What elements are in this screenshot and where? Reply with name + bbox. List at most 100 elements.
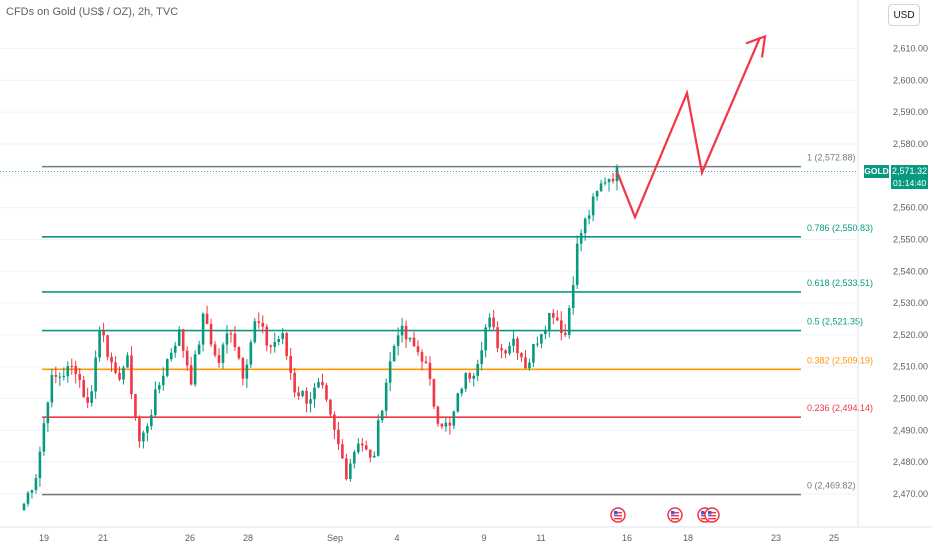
candle-body	[114, 362, 117, 373]
candle-body	[82, 380, 85, 398]
candle-body	[384, 382, 388, 411]
candle-body	[158, 385, 161, 390]
candle-body	[400, 325, 404, 336]
candle-body	[516, 338, 519, 354]
candle-body	[309, 399, 312, 404]
time-tick-label: 21	[98, 533, 108, 543]
candle-body	[440, 423, 444, 427]
candle-body	[313, 387, 316, 400]
candle-body	[217, 355, 221, 364]
time-tick-label: 19	[39, 533, 49, 543]
candle-body	[154, 389, 157, 416]
candle-body	[376, 420, 380, 456]
candle-body	[221, 344, 225, 364]
candle-body	[380, 410, 384, 421]
fibonacci-retracement[interactable]: 1 (2,572.88) 0.786 (2,550.83) 0.618 (2,533…	[0, 153, 873, 496]
candle-body	[432, 378, 436, 407]
candle-body	[488, 317, 491, 328]
time-tick-label: Sep	[327, 533, 343, 543]
candle-body	[452, 411, 456, 426]
event-markers[interactable]	[610, 507, 720, 523]
price-tick-label: 2,500.00	[893, 394, 928, 404]
candle-body	[567, 308, 571, 335]
candle-body	[416, 346, 420, 353]
bar-countdown: 01:14:40	[891, 178, 928, 189]
candle-body	[62, 375, 66, 377]
candle-body	[150, 415, 153, 427]
price-tick-label: 2,520.00	[893, 330, 928, 340]
candle-body	[193, 354, 197, 385]
price-tick-label: 2,480.00	[893, 457, 928, 467]
candle-body	[233, 333, 237, 348]
candle-body	[321, 382, 324, 386]
candle-body	[500, 348, 503, 351]
candle-body	[241, 358, 245, 379]
time-tick-label: 4	[394, 533, 399, 543]
us-flag-icon[interactable]	[704, 507, 720, 523]
candle-body	[301, 390, 304, 397]
candle-body	[126, 355, 129, 368]
candle-body	[50, 375, 54, 403]
flag-stripe	[671, 512, 679, 514]
candle-body	[54, 375, 58, 377]
projection-arrow[interactable]	[615, 34, 767, 221]
candle-body	[70, 366, 74, 368]
price-tick-label: 2,560.00	[893, 203, 928, 213]
candle-body	[468, 373, 472, 379]
candle-body	[142, 432, 145, 442]
candle-body	[22, 503, 26, 511]
candle-body	[392, 346, 396, 362]
candle-body	[595, 191, 599, 197]
candle-body	[520, 353, 523, 358]
candle-body	[46, 402, 50, 424]
fib-level-label: 0.786 (2,550.83)	[807, 223, 873, 233]
candle-body	[448, 422, 452, 426]
candle-body	[325, 385, 328, 400]
candle-body	[575, 243, 579, 286]
candle-body	[460, 388, 464, 394]
flag-canton	[701, 511, 705, 515]
candle-body	[349, 463, 352, 480]
candle-body	[173, 345, 177, 353]
projection-path[interactable]	[615, 36, 762, 221]
us-flag-icon[interactable]	[610, 507, 626, 523]
candle-body	[177, 329, 181, 346]
candle-body	[197, 344, 201, 355]
candle-body	[472, 375, 476, 379]
candle-body	[58, 376, 62, 378]
candle-body	[146, 426, 149, 433]
candle-body	[587, 215, 591, 219]
candle-body	[161, 375, 165, 386]
us-flag-icon[interactable]	[667, 507, 683, 523]
currency-button[interactable]: USD	[888, 4, 920, 26]
candlestick-series	[22, 164, 619, 511]
candle-body	[607, 178, 611, 183]
candle-body	[360, 443, 364, 446]
candle-body	[277, 338, 281, 342]
candle-body	[138, 416, 141, 442]
candle-body	[102, 331, 105, 336]
candle-body	[317, 382, 320, 388]
price-tick-label: 2,590.00	[893, 107, 928, 117]
candle-body	[504, 350, 507, 354]
last-price-value: 2,571.32	[891, 165, 928, 178]
flag-canton	[614, 511, 618, 515]
candle-body	[364, 445, 368, 450]
candle-body	[134, 394, 137, 417]
candle-body	[269, 345, 273, 347]
time-axis[interactable]: 19 21 26 28 Sep 4 9 11 16 18 23 25	[0, 526, 932, 543]
candle-body	[476, 364, 480, 376]
candle-body	[165, 359, 169, 376]
price-axis[interactable]: 2,610.002,600.002,590.002,580.002,570.00…	[857, 0, 928, 526]
candle-body	[74, 366, 78, 375]
candle-body	[297, 392, 300, 397]
candle-body	[544, 329, 547, 335]
candle-body	[357, 443, 360, 453]
fib-level-label: 1 (2,572.88)	[807, 153, 856, 163]
candle-body	[110, 356, 113, 363]
time-tick-label: 11	[536, 533, 545, 543]
fib-level-label: 0.382 (2,509.19)	[807, 355, 873, 365]
candle-body	[436, 406, 440, 424]
